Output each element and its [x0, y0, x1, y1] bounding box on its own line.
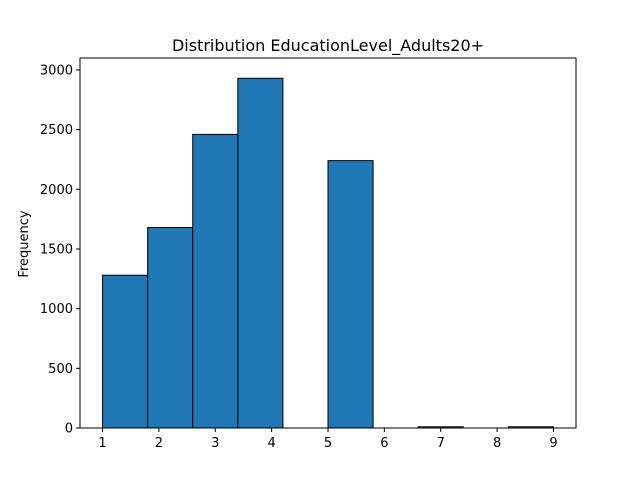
x-tick-label: 3 [211, 436, 219, 451]
histogram-bar [237, 77, 284, 429]
y-tick-label: 2000 [40, 183, 73, 198]
y-axis-label: Frequency [17, 210, 32, 277]
x-axis-ticks: 1 2 3 4 5 6 7 8 9 [98, 428, 558, 451]
x-tick-label: 8 [493, 436, 501, 451]
y-tick-label: 3000 [40, 63, 73, 78]
y-tick-label: 1000 [40, 302, 73, 317]
chart-title: Distribution EducationLevel_Adults20+ [172, 36, 484, 56]
x-tick-label: 6 [380, 436, 388, 451]
y-tick-label: 1500 [40, 242, 73, 257]
histogram-bar [102, 274, 149, 429]
y-tick-label: 0 [65, 422, 73, 437]
bars-group [102, 77, 554, 429]
x-tick-label: 4 [267, 436, 275, 451]
histogram-bar [147, 226, 194, 429]
y-tick-label: 500 [48, 362, 73, 377]
y-tick-label: 2500 [40, 123, 73, 138]
y-axis-ticks: 0 500 1000 1500 2000 2500 3000 [40, 63, 80, 437]
x-tick-label: 7 [437, 436, 445, 451]
histogram-bar [327, 160, 374, 429]
x-tick-label: 2 [155, 436, 163, 451]
x-tick-label: 5 [324, 436, 332, 451]
x-tick-label: 9 [549, 436, 557, 451]
plot-frame [79, 57, 577, 429]
x-tick-label: 1 [98, 436, 106, 451]
histogram-bar [192, 133, 239, 429]
